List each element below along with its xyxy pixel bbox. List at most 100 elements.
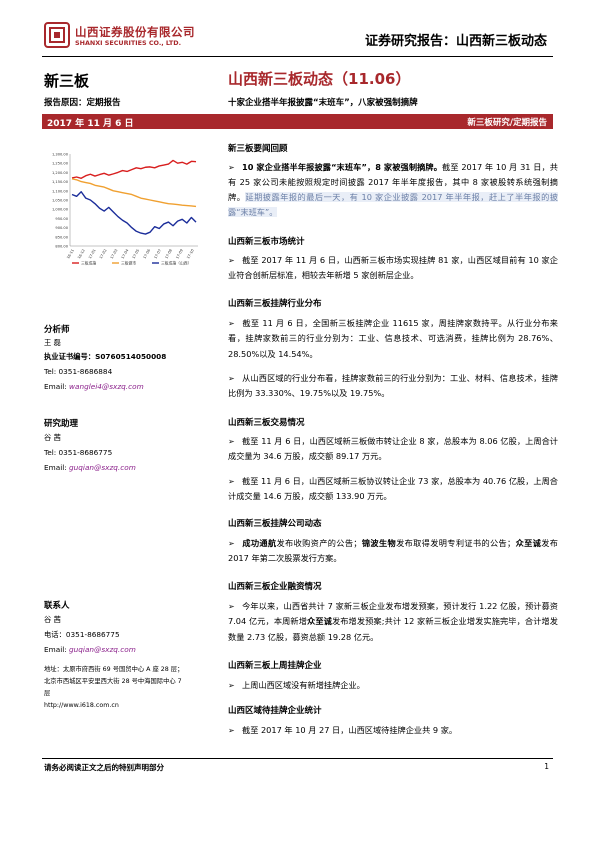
x-tick-label: 17-04 — [121, 248, 130, 260]
company-name: 众至诚 — [307, 616, 332, 627]
finance-body-2: 发布增发预案;共计 12 家新三板企业增发实施完毕，合计增发数量 2.73 亿股… — [228, 616, 558, 642]
listing-heading: 山西新三板上周挂牌企业 — [228, 661, 322, 671]
y-tick-label: 1,300.00 — [52, 153, 69, 157]
report-date: 2017 年 11 月 6 日 — [47, 119, 134, 129]
contact-heading: 联系人 — [44, 601, 70, 611]
analyst-tel: Tel: 0351-8686884 — [44, 367, 113, 376]
analyst-heading: 分析师 — [44, 325, 70, 335]
y-tick-label: 800.00 — [55, 245, 68, 249]
section-title: 新三板 — [44, 72, 90, 90]
index-chart: 1,300.00 1,250.00 1,200.00 1,150.00 1,100.00… — [42, 146, 202, 281]
x-tick-label: 17-01 — [88, 249, 97, 260]
contact-email-label: Email: — [44, 645, 70, 654]
industry-body-2: 从山西区域的行业分布看，挂牌家数前三的行业分别为：工业、材料、信息技术，挂牌比例… — [228, 373, 558, 399]
y-tick-label: 1,050.00 — [52, 199, 69, 203]
y-tick-label: 1,200.00 — [52, 171, 69, 175]
x-tick-label: 17-09 — [175, 248, 184, 260]
analyst-name: 王 磊 — [44, 338, 61, 347]
report-subtitle: 十家企业搭半年报披露“末班车”，八家被强制摘牌 — [228, 98, 418, 108]
market-body: 截至 2017 年 11 月 6 日，山西新三板市场实现挂牌 81 家，山西区域… — [228, 255, 558, 281]
x-tick-label: 17-02 — [99, 249, 108, 260]
industry-paragraph-2: ➢ 从山西区域的行业分布看，挂牌家数前三的行业分别为：工业、材料、信息技术，挂牌比… — [228, 371, 558, 402]
company-name-en: SHANXI SECURITIES CO., LTD. — [75, 39, 182, 47]
assistant-email-label: Email: — [44, 463, 70, 472]
analyst-cert-number: S0760514050008 — [95, 352, 167, 361]
trade-paragraph-1: ➢ 截至 11 月 6 日，山西区域新三板做市转让企业 8 家，总股本为 8.06… — [228, 434, 558, 465]
arrow-bullet-icon: ➢ — [228, 681, 235, 690]
header-divider — [42, 56, 553, 57]
pending-heading: 山西区域待挂牌企业统计 — [228, 706, 322, 716]
contact-email-link[interactable]: guqian@sxzq.com — [69, 645, 136, 654]
arrow-bullet-icon: ➢ — [228, 726, 235, 735]
series-line-0 — [71, 159, 197, 179]
x-tick-label: 17-06 — [143, 248, 152, 260]
analyst-email: Email: wanglei4@sxzq.com — [44, 382, 144, 391]
arrow-bullet-icon: ➢ — [228, 319, 235, 328]
assistant-email-link[interactable]: guqian@sxzq.com — [69, 463, 136, 472]
series-line-1 — [71, 178, 197, 208]
dynamics-paragraph: ➢ 成功通航发布收购资产的公告；锦波生物发布取得发明专利证书的公告；众至诚发布 2… — [228, 536, 558, 567]
series-line-2 — [71, 191, 197, 235]
document-type: 证券研究报告：山西新三板动态 — [364, 34, 547, 49]
dynamics-body: 发布 2017 年第二次股票发行方案。 — [228, 538, 558, 564]
x-tick-label: 16-12 — [77, 249, 86, 260]
company-address: 地址：太原市府西街 69 号国贸中心 A 座 28 层； 北京市西城区平安里西大… — [44, 664, 214, 712]
arrow-bullet-icon: ➢ — [228, 477, 235, 486]
news-lead: 10 家企业搭半年报披露“末班车”，8 家被强制摘牌。 — [242, 162, 443, 172]
analyst-email-label: Email: — [44, 382, 70, 391]
legend-label: 三板做市 — [121, 261, 136, 266]
industry-heading: 山西新三板挂牌行业分布 — [228, 299, 322, 309]
listing-body: 上周山西区域没有新增挂牌企业。 — [242, 680, 365, 690]
company-logo: 山西证券股份有限公司 SHANXI SECURITIES CO., LTD. — [44, 22, 214, 52]
analyst-cert: 执业证书编号：S0760514050008 — [44, 352, 166, 362]
footer-divider — [42, 758, 553, 759]
y-tick-label: 1,250.00 — [52, 162, 69, 166]
arrow-bullet-icon: ➢ — [228, 256, 235, 265]
company-name: 锦波生物 — [361, 538, 397, 548]
report-reason: 报告原因：定期报告 — [44, 98, 121, 108]
finance-body-1: 今年以来，山西省共计 7 家新三板企业发布增发预案，预计发行 1.22 亿股，预… — [228, 601, 558, 627]
arrow-bullet-icon: ➢ — [228, 539, 235, 548]
analyst-cert-label: 执业证书编号： — [44, 352, 96, 361]
y-tick-label: 850.00 — [55, 235, 68, 239]
x-tick-label: 17-10 — [186, 248, 195, 260]
x-tick-label: 17-05 — [132, 249, 141, 260]
report-title: 山西新三板动态（11.06） — [228, 70, 411, 88]
y-tick-label: 900.00 — [55, 226, 68, 230]
trade-paragraph-2: ➢ 截至 11 月 6 日，山西区域新三板协议转让企业 73 家，总股本为 40.… — [228, 474, 558, 505]
dynamics-body: 发布取得发明专利证书的公告； — [396, 538, 516, 548]
x-tick-label: 16-11 — [66, 249, 75, 260]
date-banner: 2017 年 11 月 6 日 新三板研究/定期报告 — [42, 114, 553, 129]
page-number: 1 — [544, 762, 549, 771]
assistant-tel: Tel: 0351-8686775 — [44, 448, 113, 457]
contact-tel: 电话：0351-8686775 — [44, 630, 120, 639]
trade-body-2: 截至 11 月 6 日，山西区域新三板协议转让企业 73 家，总股本为 40.7… — [228, 476, 558, 502]
trade-body-1: 截至 11 月 6 日，山西区域新三板做市转让企业 8 家，总股本为 8.06 … — [228, 436, 558, 462]
y-tick-label: 1,000.00 — [52, 208, 69, 212]
report-category: 新三板研究/定期报告 — [467, 118, 547, 128]
x-tick-label: 17-03 — [110, 249, 119, 260]
y-tick-label: 1,150.00 — [52, 180, 69, 184]
news-body: 截至 2017 年 10 月 31 日，共有 25 家公司未能按照规定时间披露 … — [228, 162, 558, 202]
assistant-email: Email: guqian@sxzq.com — [44, 463, 136, 472]
arrow-bullet-icon: ➢ — [228, 602, 235, 611]
assistant-name: 谷 茜 — [44, 433, 61, 442]
y-tick-label: 950.00 — [55, 217, 68, 221]
news-paragraph: ➢ 10 家企业搭半年报披露“末班车”，8 家被强制摘牌。截至 2017 年 10… — [228, 160, 558, 220]
x-tick-label: 17-08 — [164, 248, 173, 260]
pending-body: 截至 2017 年 10 月 27 日，山西区域待挂牌企业共 9 家。 — [242, 725, 458, 735]
company-seal-icon — [44, 22, 70, 48]
finance-paragraph: ➢ 今年以来，山西省共计 7 家新三板企业发布增发预案，预计发行 1.22 亿股，… — [228, 599, 558, 645]
index-line-chart: 1,300.00 1,250.00 1,200.00 1,150.00 1,100.00… — [52, 153, 198, 266]
y-tick-label: 1,100.00 — [52, 189, 69, 193]
address-line: 北京市西城区平安里西大街 28 号中海国际中心 7 — [44, 678, 182, 685]
industry-paragraph-1: ➢ 截至 11 月 6 日，全国新三板挂牌企业 11615 家，周挂牌家数持平。从… — [228, 316, 558, 362]
disclaimer-note: 请务必阅读正文之后的特别声明部分 — [44, 763, 164, 772]
dynamics-body: 发布收购资产的公告； — [276, 538, 362, 548]
assistant-heading: 研究助理 — [44, 419, 79, 429]
address-line: 层 — [44, 690, 51, 697]
contact-name: 谷 茜 — [44, 615, 61, 624]
analyst-email-link[interactable]: wanglei4@sxzq.com — [69, 382, 144, 391]
company-website-link[interactable]: http://www.i618.com.cn — [44, 702, 119, 709]
address-line: 地址：太原市府西街 69 号国贸中心 A 座 28 层； — [44, 666, 184, 673]
